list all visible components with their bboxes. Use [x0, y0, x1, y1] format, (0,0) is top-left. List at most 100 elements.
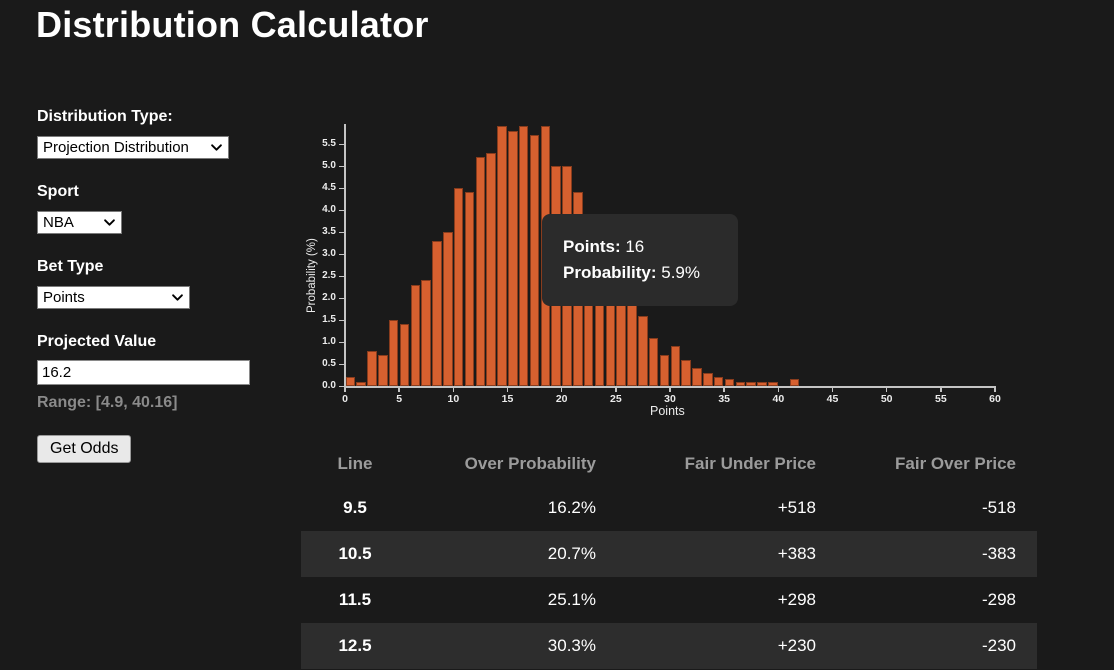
tooltip-line-points: Points: 16 [563, 237, 645, 256]
x-tick-label: 35 [718, 393, 730, 405]
bet-type-select[interactable]: Points [37, 286, 190, 309]
y-tick-label: 3.5 [322, 226, 336, 237]
histogram-bar[interactable] [648, 337, 659, 386]
y-tick-mark [339, 297, 345, 299]
histogram-bar[interactable] [367, 350, 377, 386]
table-row: 9.5 16.2% +518 -518 [301, 485, 1037, 531]
histogram-bar[interactable] [432, 240, 442, 386]
histogram-bar[interactable] [464, 192, 475, 386]
get-odds-button[interactable]: Get Odds [37, 435, 132, 463]
x-tick-label: 20 [555, 393, 568, 405]
sport-value: NBA [43, 214, 74, 231]
x-tick-mark [506, 386, 509, 392]
histogram-bar[interactable] [486, 152, 496, 386]
histogram-bar[interactable] [356, 381, 366, 386]
sport-select[interactable]: NBA [37, 211, 122, 234]
histogram-bar[interactable] [594, 245, 605, 386]
histogram-bar[interactable] [421, 280, 431, 386]
x-tick-label: 40 [772, 393, 785, 405]
x-tick-label: 25 [609, 393, 622, 405]
table-row: 10.5 20.7% +383 -383 [301, 531, 1037, 577]
histogram-bar[interactable] [345, 377, 356, 386]
distribution-type-select[interactable]: Projection Distribution [37, 136, 229, 159]
value-cell: -383 [981, 544, 1016, 563]
y-tick-mark [339, 209, 345, 211]
projected-value-input[interactable] [37, 360, 250, 385]
histogram-bar[interactable] [605, 267, 616, 386]
histogram-bar[interactable] [378, 355, 388, 386]
x-tick-label: 0 [342, 393, 348, 405]
histogram-bar[interactable] [703, 372, 713, 386]
histogram-bar[interactable] [410, 284, 421, 386]
x-tick-mark [615, 386, 617, 392]
bet-type-label: Bet Type [37, 258, 104, 275]
histogram-bar[interactable] [789, 379, 800, 386]
histogram-bar[interactable] [681, 359, 691, 386]
y-tick-mark [339, 275, 345, 277]
chevron-down-icon [104, 219, 115, 226]
table-header-cell: Line [337, 454, 373, 473]
y-tick-mark [339, 187, 345, 189]
x-tick-mark [344, 386, 346, 392]
histogram-bar[interactable] [638, 315, 648, 386]
x-tick-mark [560, 386, 563, 392]
histogram-bar[interactable] [757, 381, 767, 386]
value-cell: -230 [981, 636, 1016, 655]
x-tick-label: 30 [664, 393, 676, 405]
x-tick-label: 10 [447, 393, 460, 405]
x-tick-mark [669, 386, 671, 392]
table-row: 11.5 25.1% +298 -298 [301, 577, 1037, 623]
x-axis-title: Points [650, 404, 685, 418]
tooltip-line-probability: Probability: 5.9% [563, 263, 700, 282]
line-cell: 9.5 [343, 498, 367, 517]
table-header-row: Line Over Probability Fair Under Price Fair… [301, 443, 1037, 485]
y-tick-label: 5.5 [322, 138, 336, 149]
histogram-bar[interactable] [443, 232, 453, 386]
y-tick-mark [339, 341, 345, 343]
y-tick-mark [339, 143, 345, 145]
histogram-bar[interactable] [768, 381, 778, 386]
histogram-bar[interactable] [508, 130, 518, 386]
histogram-bar[interactable] [746, 381, 756, 386]
histogram-bar[interactable] [453, 188, 464, 386]
chevron-down-icon [172, 294, 183, 301]
histogram-bar[interactable] [713, 377, 724, 386]
line-cell: 10.5 [338, 544, 372, 563]
table-body: 9.5 16.2% +518 -518 10.5 20.7% +383 -383 11.5 25.… [301, 485, 1037, 669]
histogram-bar[interactable] [724, 379, 735, 386]
table-row: 12.5 30.3% +230 -230 [301, 623, 1037, 669]
y-tick-mark [339, 165, 345, 167]
x-tick-label: 15 [501, 393, 514, 405]
y-tick-label: 3.0 [322, 248, 336, 259]
value-cell: 25.1% [547, 590, 596, 609]
histogram-bar[interactable] [529, 135, 540, 386]
line-cell: 12.5 [338, 636, 372, 655]
value-cell: +383 [777, 544, 816, 563]
table-header-cell: Fair Under Price [684, 454, 816, 473]
y-tick-mark [339, 319, 345, 321]
histogram-bar[interactable] [659, 355, 670, 386]
histogram-bar[interactable] [475, 157, 486, 386]
sport-label: Sport [37, 183, 79, 200]
y-tick-label: 0.0 [322, 380, 336, 391]
x-tick-label: 55 [934, 393, 947, 405]
distribution-type-value: Projection Distribution [43, 139, 189, 156]
bet-type-value: Points [43, 289, 85, 306]
y-tick-label: 4.5 [322, 182, 336, 193]
histogram-bar[interactable] [735, 381, 746, 386]
histogram-bar[interactable] [616, 289, 626, 386]
histogram-bar[interactable] [518, 126, 529, 386]
histogram-bar[interactable] [399, 324, 410, 386]
y-tick-mark [339, 363, 345, 365]
y-tick-label: 2.0 [322, 292, 336, 303]
histogram-bar[interactable] [627, 302, 637, 386]
y-tick-mark [339, 253, 345, 255]
y-tick-label: 0.5 [322, 358, 336, 369]
histogram-bar[interactable] [497, 126, 507, 386]
histogram-bar[interactable] [388, 320, 399, 386]
x-tick-mark [885, 386, 888, 392]
histogram-bar[interactable] [692, 368, 702, 386]
x-tick-mark [831, 386, 834, 392]
histogram-bar[interactable] [670, 346, 681, 386]
y-tick-label: 1.5 [322, 314, 336, 325]
